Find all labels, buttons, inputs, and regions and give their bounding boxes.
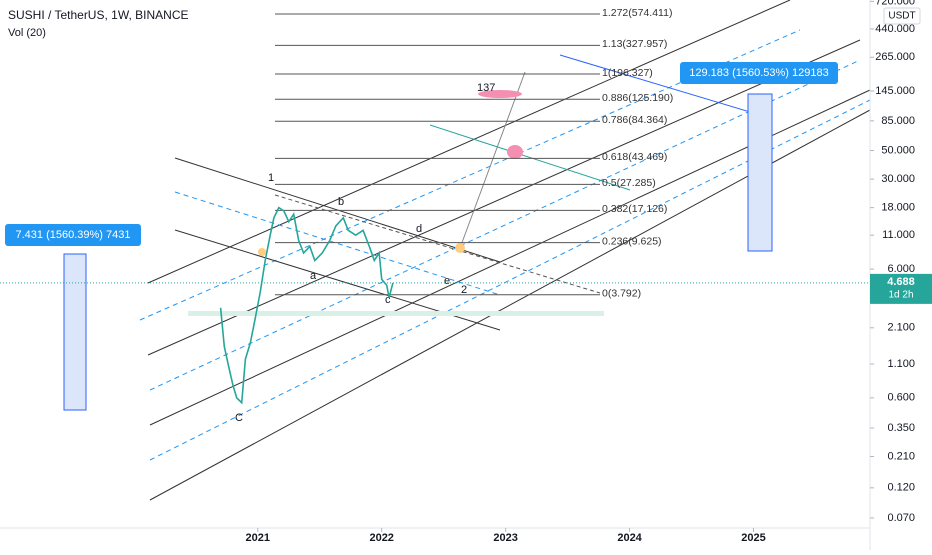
annotation: c bbox=[385, 294, 391, 306]
y-tick-label: 0.070 bbox=[887, 512, 915, 524]
y-tick-label: 0.350 bbox=[887, 422, 915, 434]
annotation: e bbox=[444, 275, 450, 287]
channel-dashed bbox=[139, 29, 801, 321]
fib-label: 0.618(43.469) bbox=[602, 151, 667, 163]
symbol-title: SUSHI / TetherUS, 1W, BINANCE bbox=[8, 8, 189, 22]
y-tick-label: 2.100 bbox=[887, 322, 915, 334]
y-tick-label: 720.000 bbox=[875, 0, 915, 7]
measure-box bbox=[747, 93, 773, 252]
fib-label: 0.382(17.126) bbox=[602, 203, 667, 215]
measure-label-box bbox=[5, 224, 141, 246]
marker bbox=[455, 243, 465, 253]
fib-label: 1.272(574.411) bbox=[602, 7, 672, 19]
x-tick-label: 2021 bbox=[246, 532, 270, 544]
y-tick-label: 0.600 bbox=[887, 392, 915, 404]
annotation: a bbox=[310, 270, 317, 282]
teal-line bbox=[429, 124, 631, 191]
y-tick-label: 6.000 bbox=[887, 263, 915, 275]
marker bbox=[258, 248, 266, 256]
last-price: 4.688 bbox=[887, 276, 915, 288]
y-tick-label: 50.000 bbox=[881, 144, 915, 156]
fib-label: 0.786(84.364) bbox=[602, 114, 667, 126]
indicator-label: Vol (20) bbox=[8, 27, 46, 39]
measure-label-box bbox=[680, 62, 838, 84]
y-tick-label: 11.000 bbox=[882, 229, 915, 241]
y-tick-label: 18.000 bbox=[881, 202, 915, 214]
fib-label: 1.13(327.957) bbox=[602, 38, 667, 50]
x-tick-label: 2023 bbox=[493, 532, 517, 544]
y-tick-label: 1.100 bbox=[887, 358, 915, 370]
fib-label: 0.236(9.625) bbox=[602, 235, 662, 247]
y-tick-label: 30.000 bbox=[881, 173, 915, 185]
projection-line bbox=[459, 71, 526, 249]
currency-button[interactable] bbox=[883, 7, 921, 25]
y-tick-label: 0.120 bbox=[887, 482, 915, 494]
measure-label: 129.183 (1560.53%) 129183 bbox=[689, 67, 828, 79]
fib-label: 1(196.327) bbox=[602, 67, 653, 79]
channel-line bbox=[147, 0, 791, 284]
x-tick-label: 2022 bbox=[369, 532, 393, 544]
x-tick-label: 2024 bbox=[617, 532, 642, 544]
y-tick-label: 145.000 bbox=[875, 85, 915, 97]
annotation: b bbox=[338, 196, 344, 208]
measure-label: 7.431 (1560.39%) 7431 bbox=[16, 229, 131, 241]
annotation: 137 bbox=[477, 82, 495, 94]
fib-label: 0.886(125.190) bbox=[602, 92, 673, 104]
annotation: 1 bbox=[268, 172, 274, 184]
x-tick-label: 2025 bbox=[741, 532, 765, 544]
countdown: 1d 2h bbox=[888, 290, 913, 301]
support-zone bbox=[188, 311, 604, 316]
annotation: 2 bbox=[461, 284, 467, 296]
marker bbox=[478, 90, 522, 98]
annotation: C bbox=[235, 412, 243, 424]
price-line bbox=[219, 206, 394, 405]
last-price-box bbox=[870, 273, 932, 304]
fib-label: 0(3.792) bbox=[602, 288, 641, 300]
down-dashed bbox=[174, 191, 501, 296]
y-tick-label: 265.000 bbox=[875, 51, 915, 63]
blue-line bbox=[559, 54, 771, 119]
fib-label: 0.5(27.285) bbox=[602, 177, 656, 189]
annotation: d bbox=[416, 223, 422, 235]
currency-label[interactable]: USDT bbox=[888, 11, 915, 22]
y-tick-label: 0.210 bbox=[887, 450, 915, 462]
y-tick-label: 85.000 bbox=[881, 115, 915, 127]
trend-dashed bbox=[274, 194, 601, 294]
channel-line bbox=[147, 39, 861, 356]
channel-dashed bbox=[149, 59, 861, 391]
drawings bbox=[63, 0, 871, 501]
measure-box bbox=[63, 253, 87, 411]
marker bbox=[507, 145, 523, 159]
y-tick-label: 440.000 bbox=[875, 23, 915, 35]
